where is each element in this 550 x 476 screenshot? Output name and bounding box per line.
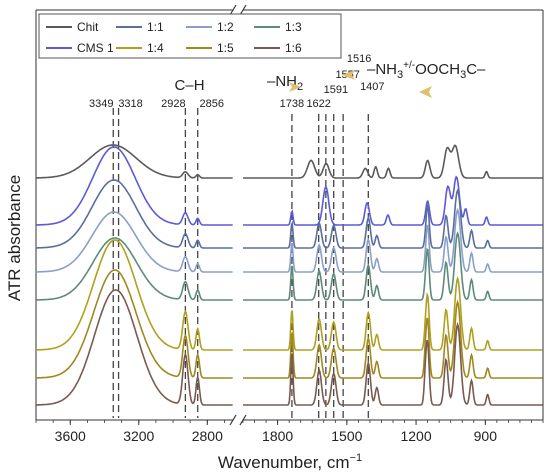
peak-label: 3349 [89,98,113,110]
peak-label: 2856 [199,98,223,110]
x-tick-label: 1500 [331,428,362,444]
legend: Chit 1:1 1:2 1:3 CMS 1 1:4 1:5 1:6 [38,13,342,59]
peak-label: 3318 [118,98,142,110]
x-tick-label: 1800 [262,428,293,444]
series-line-left [36,239,233,351]
nh3-part-a: –NH [367,61,397,78]
x-ticks: 3600 3200 2800 1800 1500 1200 900 [35,420,544,444]
legend-entry: 1:4 [147,41,164,55]
legend-entry: 1:3 [285,20,302,34]
nh3-sub: 3 [397,69,403,81]
x-axis-label-sup: −1 [350,452,363,464]
legend-entry: Chit [77,20,99,34]
nh3-arrow-1 [342,70,355,80]
peak-label: 1516 [347,53,371,65]
legend-entry: 1:1 [147,20,164,34]
series-line-left [36,179,233,249]
x-tick-label: 3200 [123,428,154,444]
y-axis-label: ATR absorbance [5,175,24,301]
x-tick-label: 1200 [400,428,431,444]
series-line-right [243,207,543,273]
axis-break-mark [239,4,247,16]
series-line-right [243,175,543,226]
series-line-right [243,231,543,301]
series-line-right [243,299,543,379]
series-line-right [243,321,543,406]
series-line-right [243,188,543,249]
nh3-arrow-2 [419,86,432,98]
series-line-left [36,146,233,226]
peak-labels: 3349331829282856173816221591155715161407 [89,53,385,110]
nh2-group-label: –NH2 [267,73,303,93]
nh2-arrow [289,82,301,92]
nh3-group-label: –NH3+/-OOCH3C– [367,60,486,81]
series-line-left [36,211,233,273]
nh3-sub2: 3 [460,69,466,81]
series-line-left [36,269,233,379]
series-line-left [36,144,233,179]
x-tick-label: 2800 [192,428,223,444]
x-tick-label: 900 [474,428,498,444]
peak-label: 2928 [161,98,185,110]
legend-box [38,13,342,59]
peak-label: 1622 [306,98,330,110]
legend-entry: 1:5 [217,41,234,55]
peak-label: 1738 [280,98,304,110]
series-line-right [243,276,543,351]
group-labels: C–H–NH2–NH3+/-OOCH3C– [175,60,486,98]
nh3-sup: +/- [403,60,415,71]
ch-group-label: C–H [175,77,205,94]
legend-entry: 1:2 [217,20,234,34]
x-tick-label: 3600 [55,428,86,444]
nh3-part-b: OOCH [415,61,460,78]
reference-lines [112,108,369,418]
axis-break-mark [229,414,237,426]
nh3-part-c: C– [466,61,486,78]
series-line-left [36,289,233,406]
legend-entry: CMS 1 [77,41,114,55]
axis-break-mark [229,4,237,16]
plot-frame [35,4,544,426]
legend-entry: 1:6 [285,41,302,55]
series-curves [36,144,543,406]
x-axis-label: Wavenumber, cm−1 [218,452,362,472]
peak-label: 1407 [360,81,384,93]
series-line-left [36,237,233,301]
series-line-right [243,144,543,179]
peak-label: 1591 [324,84,348,96]
